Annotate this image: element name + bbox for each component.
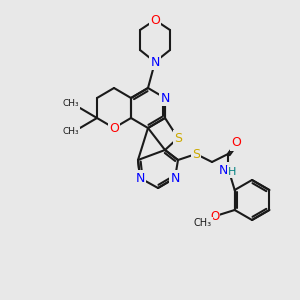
Text: CH₃: CH₃ (63, 100, 79, 109)
Text: N: N (150, 56, 160, 68)
Text: N: N (135, 172, 145, 184)
Text: S: S (192, 148, 200, 160)
Text: N: N (170, 172, 180, 184)
Text: H: H (228, 167, 236, 177)
Text: O: O (109, 122, 119, 134)
Text: N: N (218, 164, 228, 176)
Text: O: O (231, 136, 241, 149)
Text: CH₃: CH₃ (194, 218, 212, 228)
Text: O: O (210, 209, 219, 223)
Text: CH₃: CH₃ (63, 128, 79, 136)
Text: S: S (174, 131, 182, 145)
Text: O: O (150, 14, 160, 26)
Text: N: N (160, 92, 170, 104)
